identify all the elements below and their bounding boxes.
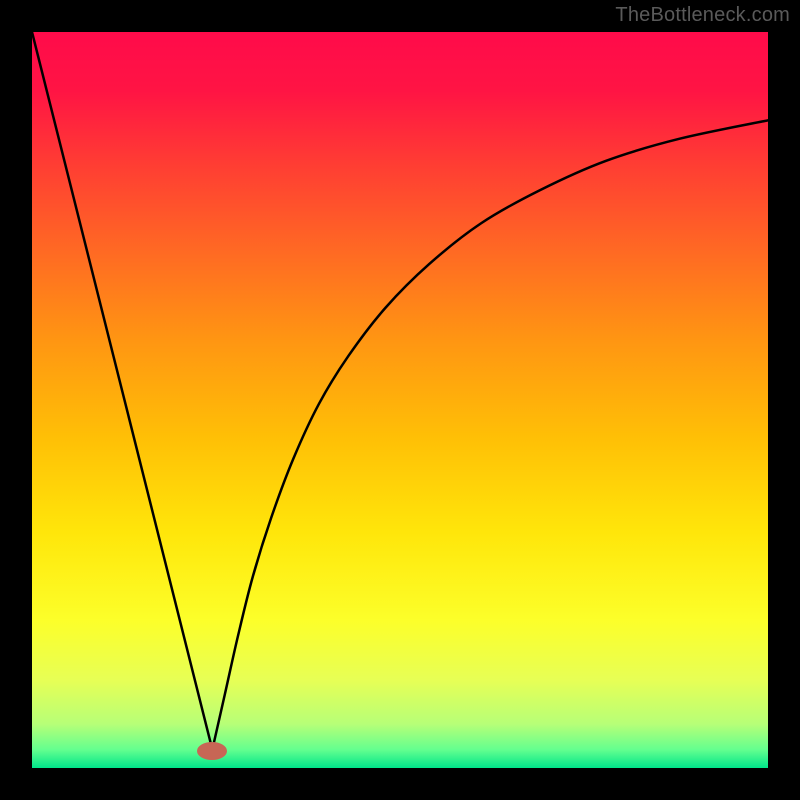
plot-area (32, 32, 768, 768)
bottleneck-curve (32, 32, 768, 768)
chart-container: TheBottleneck.com (0, 0, 800, 800)
minimum-marker (197, 742, 227, 760)
watermark-text: TheBottleneck.com (615, 4, 790, 27)
